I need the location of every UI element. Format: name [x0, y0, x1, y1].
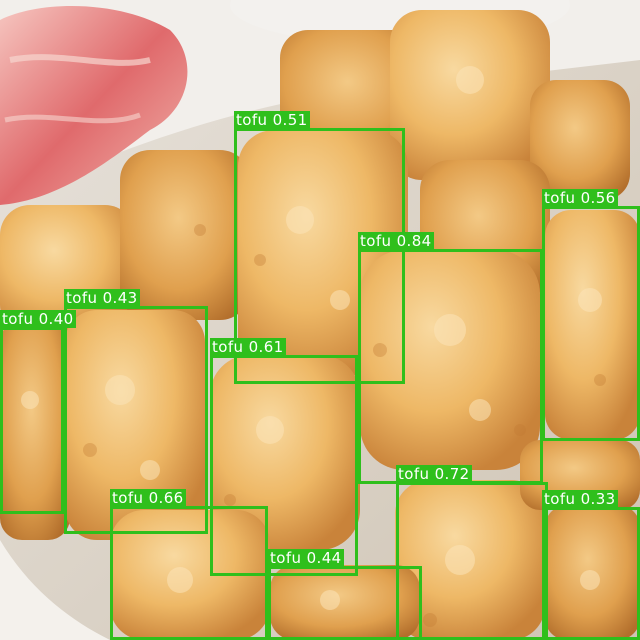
tofu-piece — [0, 320, 70, 540]
tofu-piece — [520, 440, 640, 510]
tofu-piece — [270, 565, 420, 640]
tofu-piece — [210, 355, 360, 550]
tofu-piece — [545, 210, 640, 440]
tofu-piece — [65, 310, 205, 540]
tofu-piece — [120, 150, 250, 320]
tofu-piece — [530, 80, 630, 200]
tofu-piece — [360, 250, 540, 470]
plate-bottom — [0, 540, 110, 640]
tofu-piece — [390, 10, 550, 180]
